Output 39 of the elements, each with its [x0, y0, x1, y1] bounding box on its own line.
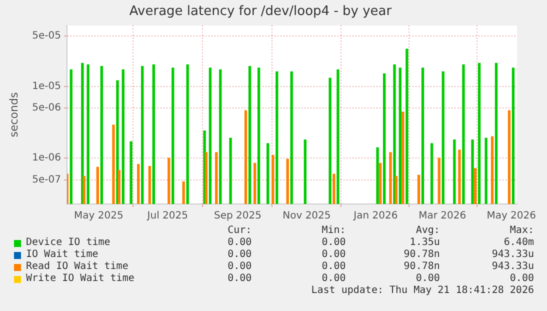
text: 943.33u: [490, 249, 534, 261]
y-tick-label: 5e-07: [32, 174, 61, 186]
x-tick-label: Jul 2025: [146, 210, 188, 222]
text: 0.00: [226, 273, 252, 285]
text: Max:: [508, 225, 534, 237]
text: 0.00: [320, 237, 346, 249]
legend-label: Read IO Wait time: [26, 261, 128, 273]
x-tick-label: Mar 2026: [418, 210, 466, 222]
text: Avg:: [414, 225, 440, 237]
text: 0.00: [320, 273, 346, 285]
legend-label: Write IO Wait time: [26, 273, 134, 285]
y-tick-label: 5e-05: [32, 30, 61, 42]
x-tick-label: May 2025: [74, 210, 124, 222]
text: 0.00: [226, 261, 252, 273]
y-tick-label: 1e-06: [32, 152, 61, 164]
text: 0.00: [320, 261, 346, 273]
legend-label: IO Wait time: [26, 249, 98, 261]
y-tick-label: 5e-06: [32, 102, 61, 114]
text: Last update: Thu May 21 18:41:28 2026: [310, 285, 534, 297]
text: 6.40m: [502, 237, 534, 249]
x-tick-label: May 2026: [486, 210, 536, 222]
y-tick-label: 1e-05: [32, 80, 61, 92]
chart-title: Average latency for /dev/loop4 - by year: [129, 4, 392, 20]
x-tick-label: Nov 2025: [282, 210, 331, 222]
text: 0.00: [226, 237, 252, 249]
text: 1.35u: [408, 237, 440, 249]
text: Min:: [320, 225, 346, 237]
text: 0.00: [414, 273, 440, 285]
text: Cur:: [226, 225, 252, 237]
y-axis-title: seconds: [7, 92, 20, 138]
text: 90.78n: [402, 249, 440, 261]
text: 943.33u: [490, 261, 534, 273]
text: 0.00: [226, 249, 252, 261]
legend-label: Device IO time: [26, 237, 110, 249]
text: 90.78n: [402, 261, 440, 273]
x-tick-label: Sep 2025: [214, 210, 262, 222]
text: 0.00: [508, 273, 534, 285]
text: 0.00: [320, 249, 346, 261]
x-tick-label: Jan 2026: [352, 210, 398, 222]
